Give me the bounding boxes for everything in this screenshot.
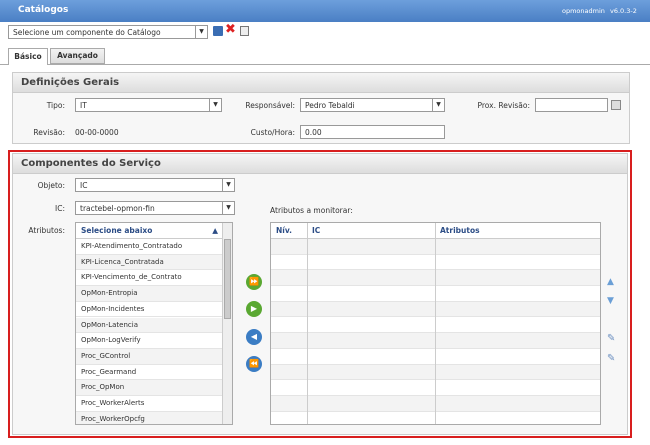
table-row xyxy=(271,333,600,349)
list-item[interactable]: KPI-Vencimento_de_Contrato xyxy=(76,270,222,287)
remove-all-button[interactable]: ⏪ xyxy=(246,356,262,372)
responsavel-select[interactable]: Pedro Tebaldi ▼ xyxy=(300,98,445,112)
panel-title: Componentes do Serviço xyxy=(13,154,627,174)
table-row xyxy=(271,254,600,271)
label: Atributos a monitorar: xyxy=(270,206,353,215)
add-button[interactable]: ▶ xyxy=(246,301,262,317)
select-text: IT xyxy=(80,101,87,110)
list-item[interactable]: OpMon-LogVerify xyxy=(76,333,222,349)
label: Tipo: xyxy=(46,101,65,110)
label: Revisão: xyxy=(33,128,65,137)
dropdown-arrow: ▼ xyxy=(195,26,207,38)
attribute-list: Selecione abaixo ▲ KPI-Atendimento_Contra… xyxy=(75,222,233,425)
label: Custo/Hora: xyxy=(250,128,295,137)
monitor-table: Nív. IC Atributos xyxy=(270,222,601,425)
save-icon[interactable] xyxy=(213,26,223,36)
table-row xyxy=(271,380,600,396)
column-divider xyxy=(307,223,308,424)
tipo-select[interactable]: IT ▼ xyxy=(75,98,222,112)
version: v6.0.3-2 xyxy=(610,7,637,15)
select-text: Selecione um componente do Catálogo xyxy=(13,28,161,37)
dropdown-arrow: ▼ xyxy=(432,99,444,111)
prox-revisao-input[interactable] xyxy=(535,98,608,112)
label: Prox. Revisão: xyxy=(477,101,530,110)
edit-icon[interactable]: ✎ xyxy=(607,333,616,344)
column-header: Nív. xyxy=(276,226,292,235)
list-item[interactable]: OpMon-Incidentes xyxy=(76,301,222,318)
label: IC: xyxy=(55,204,65,213)
list-header[interactable]: Selecione abaixo ▲ xyxy=(76,223,222,239)
label: Objeto: xyxy=(37,181,65,190)
move-down[interactable]: ▼ xyxy=(607,296,614,306)
user[interactable]: opmonadmin xyxy=(562,7,605,15)
delete-icon[interactable]: ✖ xyxy=(225,22,236,37)
list-header-text: Selecione abaixo xyxy=(81,226,153,235)
label: Responsável: xyxy=(245,101,295,110)
select-text: tractebel-opmon-fin xyxy=(80,204,155,213)
input-text: 0.00 xyxy=(305,128,322,137)
custo-input[interactable]: 0.00 xyxy=(300,125,445,139)
dropdown-arrow: ▼ xyxy=(222,179,234,191)
list-item[interactable]: KPI-Licenca_Contratada xyxy=(76,254,222,271)
column-divider xyxy=(435,223,436,424)
sort-icon: ▲ xyxy=(212,226,218,235)
column-header: Atributos xyxy=(440,226,480,235)
table-row xyxy=(271,317,600,334)
list-item[interactable]: Proc_WorkerOpcfg xyxy=(76,411,222,424)
table-header xyxy=(271,223,600,239)
remove-button[interactable]: ◀ xyxy=(246,329,262,345)
copy-icon[interactable] xyxy=(240,26,249,36)
move-up[interactable]: ▲ xyxy=(607,277,614,287)
select-text: IC xyxy=(80,181,88,190)
add-all-button[interactable]: ⏩ xyxy=(246,274,262,290)
panel-title: Definições Gerais xyxy=(13,73,629,93)
scrollbar[interactable] xyxy=(222,223,232,424)
objeto-select[interactable]: IC ▼ xyxy=(75,178,235,192)
table-row xyxy=(271,396,600,412)
table-row xyxy=(271,301,600,318)
list-item[interactable]: Proc_GControl xyxy=(76,348,222,365)
dropdown-arrow: ▼ xyxy=(222,202,234,214)
dropdown-arrow: ▼ xyxy=(209,99,221,111)
list-item[interactable]: OpMon-Latencia xyxy=(76,317,222,334)
revisao-value: 00-00-0000 xyxy=(75,128,119,137)
tab-basico[interactable]: Básico xyxy=(8,48,48,65)
list-item[interactable]: Proc_WorkerAlerts xyxy=(76,396,222,412)
table-row xyxy=(271,364,600,381)
scroll-thumb[interactable] xyxy=(224,239,231,319)
component-select[interactable]: Selecione um componente do Catálogo ▼ xyxy=(8,25,208,39)
select-text: Pedro Tebaldi xyxy=(305,101,355,110)
edit-icon[interactable]: ✎ xyxy=(607,353,616,364)
table-row xyxy=(271,270,600,287)
column-header: IC xyxy=(312,226,321,235)
tab-avancado[interactable]: Avançado xyxy=(50,48,105,64)
list-item[interactable]: Proc_OpMon xyxy=(76,380,222,396)
list-item[interactable]: KPI-Atendimento_Contratado xyxy=(76,239,222,255)
app-title: Catálogos xyxy=(18,5,69,15)
ic-select[interactable]: tractebel-opmon-fin ▼ xyxy=(75,201,235,215)
table-row xyxy=(271,411,600,424)
tab-line xyxy=(0,64,650,65)
list-item[interactable]: OpMon-Entropia xyxy=(76,286,222,302)
list-item[interactable]: Proc_Gearmand xyxy=(76,364,222,381)
calendar-icon[interactable] xyxy=(611,100,621,110)
header-bar: Catálogos opmonadmin v6.0.3-2 xyxy=(0,0,650,22)
table-row xyxy=(271,348,600,365)
table-row xyxy=(271,239,600,255)
label: Atributos: xyxy=(28,226,65,235)
table-row xyxy=(271,286,600,302)
highlight-box xyxy=(8,150,632,438)
